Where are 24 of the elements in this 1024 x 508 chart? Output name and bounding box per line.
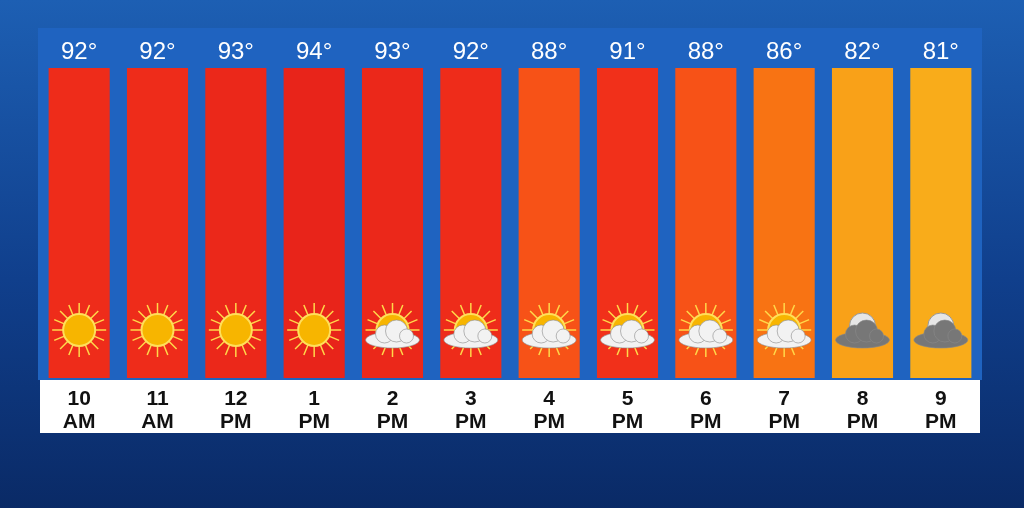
data-label: 92°	[139, 36, 176, 64]
x-tick-label: 5 PM	[611, 386, 644, 432]
data-label: 88°	[531, 36, 568, 64]
x-tick-label: 8 PM	[846, 386, 879, 432]
x-tick-label: 2 PM	[376, 386, 409, 432]
x-tick-label: 12 PM	[220, 386, 252, 432]
data-label: 93°	[374, 36, 411, 64]
data-label: 94°	[296, 36, 333, 64]
data-label: 82°	[844, 36, 881, 64]
x-tick-label: 11 AM	[141, 386, 174, 432]
x-tick-label: 6 PM	[690, 386, 722, 432]
data-label: 91°	[609, 36, 646, 64]
data-label: 81°	[922, 36, 959, 64]
data-label: 93°	[217, 36, 254, 64]
x-tick-label: 7 PM	[768, 386, 800, 432]
x-tick-label: 9 PM	[925, 386, 957, 432]
data-label: 92°	[452, 36, 489, 64]
x-tick-label: 10 AM	[62, 386, 96, 432]
data-label: 86°	[766, 36, 803, 64]
data-label: 92°	[61, 36, 98, 64]
data-label: 88°	[687, 36, 724, 64]
x-tick-label: 4 PM	[533, 386, 565, 432]
x-tick-label: 1 PM	[298, 386, 330, 432]
x-tick-label: 3 PM	[455, 386, 487, 432]
